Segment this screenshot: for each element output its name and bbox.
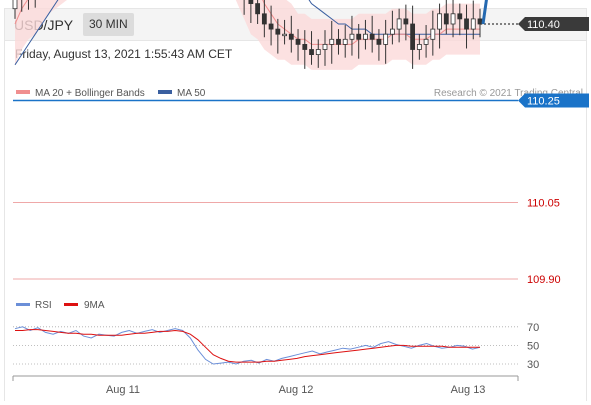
x-tick-label: Aug 11 <box>106 384 140 396</box>
candle-body <box>342 38 348 45</box>
rsi-tick-50: 50 <box>527 340 539 352</box>
candle-body <box>443 13 449 25</box>
candle-body <box>255 3 261 15</box>
candle-body <box>309 49 314 55</box>
candle-body <box>282 33 287 37</box>
candle-body <box>288 33 294 40</box>
rsi-tick-70: 70 <box>527 322 539 334</box>
candle-body <box>389 28 395 35</box>
candle-body <box>477 18 483 25</box>
candle-body <box>268 23 274 30</box>
candle-body <box>329 38 335 45</box>
candle-body <box>464 18 469 30</box>
rsi-legend-label: RSI <box>35 300 52 311</box>
candle-body <box>403 18 409 25</box>
timeframe-badge[interactable]: 30 MIN <box>83 13 134 36</box>
rsi-tick-30: 30 <box>527 359 539 371</box>
bollinger-band <box>15 0 480 70</box>
level-label-110.40: 110.40 <box>527 19 560 31</box>
chart-frame <box>4 41 587 401</box>
rsi-ma-legend-label: 9MA <box>84 300 105 311</box>
candle-body <box>295 38 301 45</box>
level-label-110.05: 110.05 <box>527 198 560 210</box>
candle-body <box>457 13 463 20</box>
projection-arrow-shaft <box>481 0 488 25</box>
level-tag-110.25 <box>518 93 589 108</box>
candle-body <box>430 28 436 40</box>
credit-label: Research © 2021 Trading Central <box>434 88 583 99</box>
candle-body <box>322 44 328 50</box>
level-tag-110.40 <box>518 17 589 31</box>
candle-body <box>363 33 368 40</box>
candle-body <box>248 0 254 5</box>
candle-body <box>302 44 308 50</box>
ma50-legend-label: MA 50 <box>177 88 206 99</box>
candle-body <box>261 13 267 25</box>
candle-body <box>349 33 355 40</box>
candle-body <box>12 0 18 10</box>
candle-body <box>315 49 321 55</box>
rsi-legend-swatch <box>16 303 30 306</box>
candle-body <box>376 38 382 45</box>
ma20-legend-label: MA 20 + Bollinger Bands <box>35 88 145 99</box>
candle-body <box>416 44 422 50</box>
candle-body <box>470 18 476 30</box>
rsi-ma-line <box>15 329 480 363</box>
candle-body <box>369 33 375 40</box>
x-tick-label: Aug 12 <box>279 384 314 396</box>
candle-body <box>275 28 281 35</box>
ma20-line <box>14 0 480 45</box>
level-label-110.25: 110.25 <box>527 96 560 108</box>
candle-body <box>437 13 442 30</box>
candle-body <box>423 38 429 45</box>
x-tick-label: Aug 13 <box>451 384 486 396</box>
candle-body <box>396 18 402 30</box>
rsi-line <box>14 326 481 365</box>
candle-body <box>356 33 362 40</box>
ma50-legend-swatch <box>158 90 172 94</box>
candle-body <box>336 38 341 45</box>
candle-body <box>410 23 416 50</box>
rsi-ma-legend-swatch <box>64 303 78 306</box>
level-label-109.90: 109.90 <box>527 274 561 286</box>
candle-body <box>383 33 389 45</box>
candle-body <box>450 13 456 25</box>
chart-timestamp: Friday, August 13, 2021 1:55:43 AM CET <box>15 47 233 61</box>
ma20-legend-swatch <box>16 90 30 94</box>
